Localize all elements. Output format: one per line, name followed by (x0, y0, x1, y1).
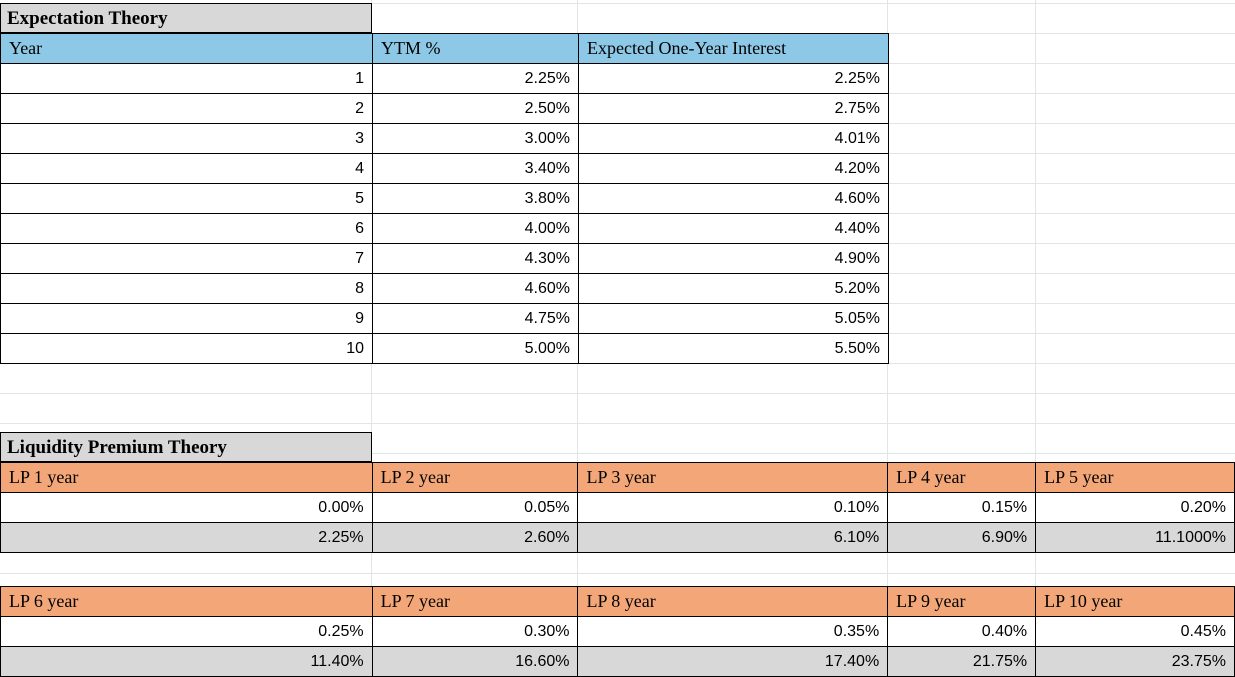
year-cell[interactable]: 5 (0, 183, 373, 214)
lp-premium-cell[interactable]: 0.20% (1035, 492, 1235, 523)
lp-total-row: 11.40% 16.60% 17.40% 21.75% 23.75% (0, 646, 1235, 677)
table-row: 3 3.00% 4.01% (0, 123, 889, 154)
liquidity-premium-table-2: LP 6 year LP 7 year LP 8 year LP 9 year … (0, 586, 1235, 677)
table-row: 6 4.00% 4.40% (0, 213, 889, 244)
year-cell[interactable]: 3 (0, 123, 373, 154)
lp-premium-cell[interactable]: 0.30% (371, 616, 579, 647)
lp-premium-cell[interactable]: 0.25% (0, 616, 373, 647)
lp-premium-row: 0.25% 0.30% 0.35% 0.40% 0.45% (0, 616, 1235, 647)
ytm-cell[interactable]: 3.40% (372, 153, 579, 184)
lp-header-3-year[interactable]: LP 3 year (577, 462, 889, 493)
expectation-theory-table: Year YTM % Expected One-Year Interest 1 … (0, 33, 889, 364)
year-cell[interactable]: 6 (0, 213, 373, 244)
year-cell[interactable]: 1 (0, 63, 373, 94)
ytm-cell[interactable]: 3.80% (372, 183, 579, 214)
expected-cell[interactable]: 5.20% (578, 273, 889, 304)
lp-total-cell[interactable]: 21.75% (887, 646, 1037, 677)
table-row: 2 2.50% 2.75% (0, 93, 889, 124)
lp-header-row: LP 1 year LP 2 year LP 3 year LP 4 year … (0, 462, 1235, 493)
expectation-header-row: Year YTM % Expected One-Year Interest (0, 33, 889, 64)
lp-header-6-year[interactable]: LP 6 year (0, 586, 373, 617)
year-cell[interactable]: 9 (0, 303, 373, 334)
year-cell[interactable]: 10 (0, 333, 373, 364)
expectation-theory-title-cell[interactable]: Expectation Theory (0, 3, 372, 33)
liquidity-premium-title-cell[interactable]: Liquidity Premium Theory (0, 432, 372, 462)
col-header-year[interactable]: Year (0, 33, 373, 64)
lp-premium-row: 0.00% 0.05% 0.10% 0.15% 0.20% (0, 492, 1235, 523)
lp-header-10-year[interactable]: LP 10 year (1035, 586, 1235, 617)
year-cell[interactable]: 2 (0, 93, 373, 124)
year-cell[interactable]: 4 (0, 153, 373, 184)
lp-header-row: LP 6 year LP 7 year LP 8 year LP 9 year … (0, 586, 1235, 617)
lp-total-cell[interactable]: 23.75% (1035, 646, 1235, 677)
expected-cell[interactable]: 4.20% (578, 153, 889, 184)
lp-premium-cell[interactable]: 0.45% (1035, 616, 1235, 647)
table-row: 10 5.00% 5.50% (0, 333, 889, 364)
table-row: 5 3.80% 4.60% (0, 183, 889, 214)
expected-cell[interactable]: 5.50% (578, 333, 889, 364)
lp-total-cell[interactable]: 11.40% (0, 646, 373, 677)
year-cell[interactable]: 8 (0, 273, 373, 304)
table-row: 9 4.75% 5.05% (0, 303, 889, 334)
lp-header-4-year[interactable]: LP 4 year (887, 462, 1037, 493)
lp-total-cell[interactable]: 16.60% (371, 646, 579, 677)
ytm-cell[interactable]: 3.00% (372, 123, 579, 154)
ytm-cell[interactable]: 4.75% (372, 303, 579, 334)
lp-header-7-year[interactable]: LP 7 year (371, 586, 579, 617)
expected-cell[interactable]: 4.90% (578, 243, 889, 274)
lp-header-8-year[interactable]: LP 8 year (577, 586, 889, 617)
lp-total-cell[interactable]: 17.40% (577, 646, 889, 677)
col-header-expected[interactable]: Expected One-Year Interest (578, 33, 889, 64)
lp-total-cell[interactable]: 11.1000% (1035, 522, 1235, 553)
ytm-cell[interactable]: 5.00% (372, 333, 579, 364)
col-header-ytm[interactable]: YTM % (372, 33, 579, 64)
ytm-cell[interactable]: 2.25% (372, 63, 579, 94)
column-gridline (1035, 0, 1036, 675)
table-row: 7 4.30% 4.90% (0, 243, 889, 274)
lp-premium-cell[interactable]: 0.15% (887, 492, 1037, 523)
expected-cell[interactable]: 5.05% (578, 303, 889, 334)
expected-cell[interactable]: 4.01% (578, 123, 889, 154)
lp-premium-cell[interactable]: 0.40% (887, 616, 1037, 647)
ytm-cell[interactable]: 4.30% (372, 243, 579, 274)
table-row: 8 4.60% 5.20% (0, 273, 889, 304)
liquidity-premium-table-1: LP 1 year LP 2 year LP 3 year LP 4 year … (0, 462, 1235, 553)
lp-total-cell[interactable]: 2.60% (371, 522, 579, 553)
lp-header-1-year[interactable]: LP 1 year (0, 462, 373, 493)
lp-premium-cell[interactable]: 0.00% (0, 492, 373, 523)
year-cell[interactable]: 7 (0, 243, 373, 274)
lp-header-9-year[interactable]: LP 9 year (887, 586, 1037, 617)
lp-total-cell[interactable]: 2.25% (0, 522, 373, 553)
table-row: 4 3.40% 4.20% (0, 153, 889, 184)
lp-total-cell[interactable]: 6.90% (887, 522, 1037, 553)
expected-cell[interactable]: 4.60% (578, 183, 889, 214)
lp-header-5-year[interactable]: LP 5 year (1035, 462, 1235, 493)
lp-total-cell[interactable]: 6.10% (577, 522, 889, 553)
expected-cell[interactable]: 2.25% (578, 63, 889, 94)
lp-header-2-year[interactable]: LP 2 year (371, 462, 579, 493)
lp-premium-cell[interactable]: 0.10% (577, 492, 889, 523)
lp-total-row: 2.25% 2.60% 6.10% 6.90% 11.1000% (0, 522, 1235, 553)
expected-cell[interactable]: 4.40% (578, 213, 889, 244)
expected-cell[interactable]: 2.75% (578, 93, 889, 124)
ytm-cell[interactable]: 4.00% (372, 213, 579, 244)
lp-premium-cell[interactable]: 0.05% (371, 492, 579, 523)
ytm-cell[interactable]: 4.60% (372, 273, 579, 304)
ytm-cell[interactable]: 2.50% (372, 93, 579, 124)
lp-premium-cell[interactable]: 0.35% (577, 616, 889, 647)
table-row: 1 2.25% 2.25% (0, 63, 889, 94)
